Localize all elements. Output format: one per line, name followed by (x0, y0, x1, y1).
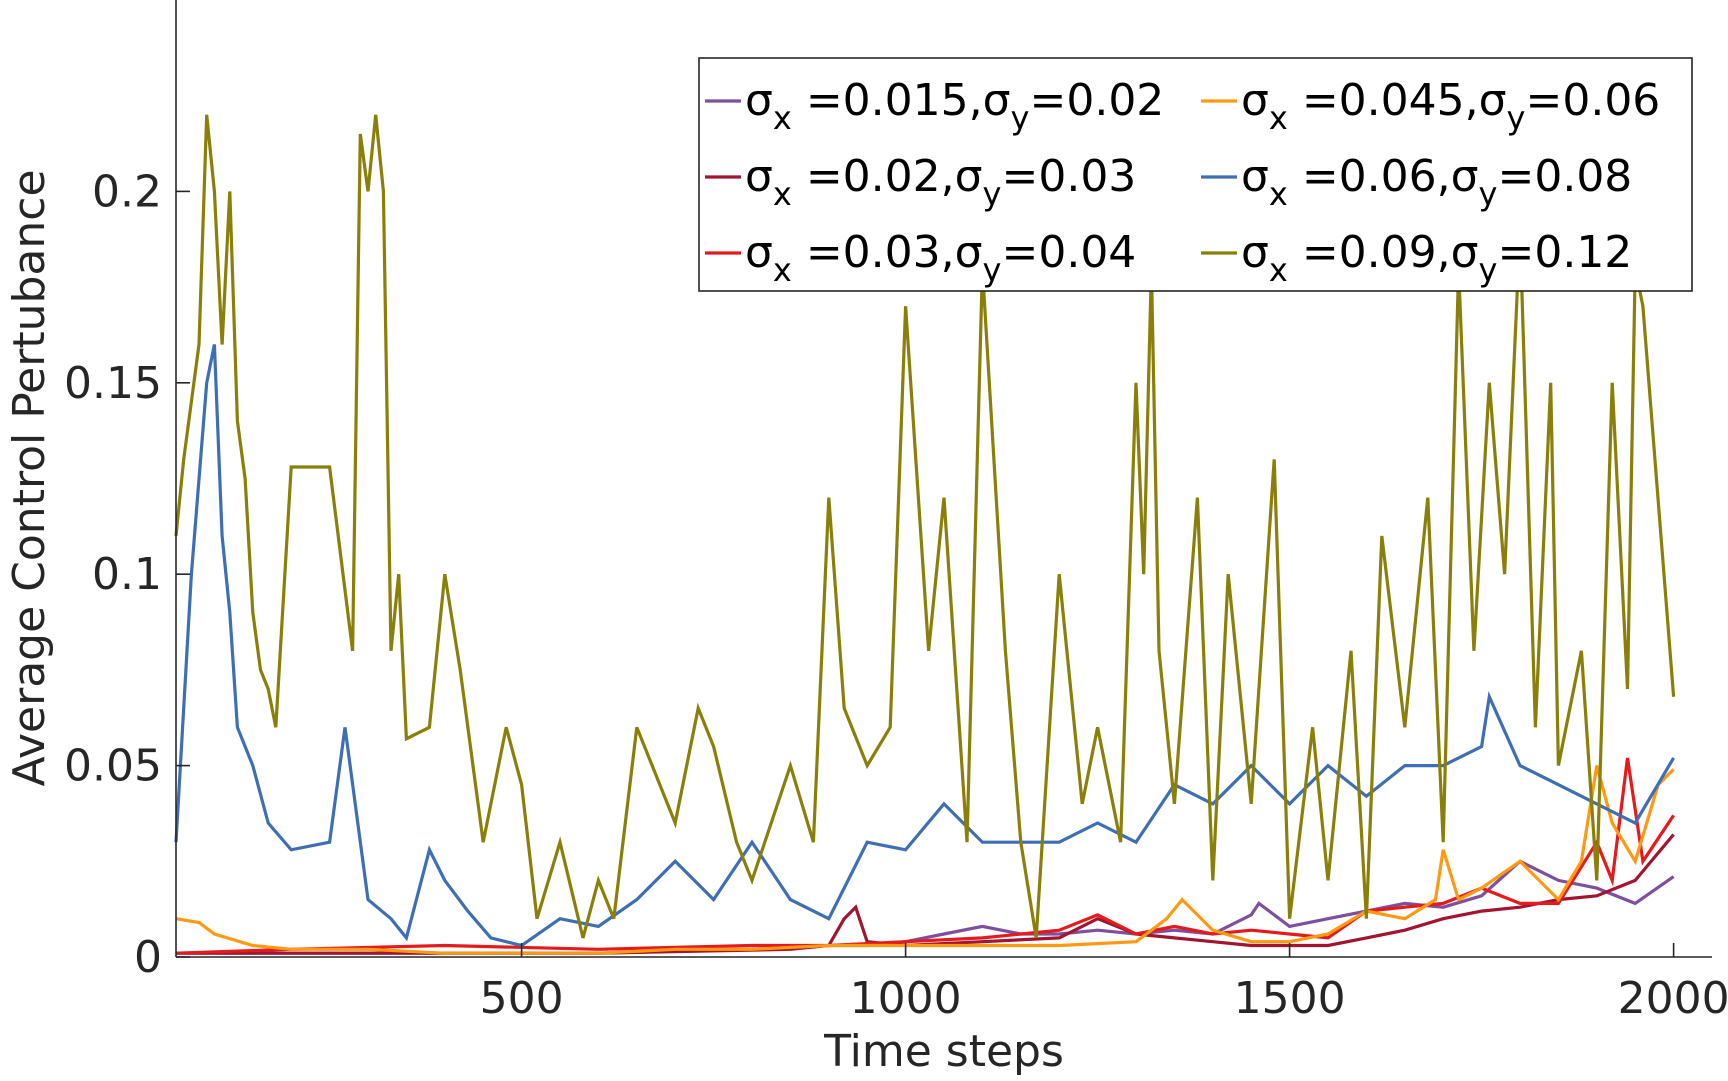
legend-sigma: σ (745, 151, 773, 202)
legend-sy-value: =0.03 (1001, 151, 1136, 202)
legend-sub-y: y (1011, 99, 1030, 137)
legend-sy-value: =0.12 (1497, 227, 1632, 278)
legend-label-5: σx =0.06,σy=0.08 (1241, 151, 1632, 213)
x-tick-label: 1000 (850, 973, 962, 1024)
x-tick-label: 2000 (1618, 973, 1728, 1024)
series-line-4 (175, 765, 1675, 955)
legend-sigma: σ (955, 227, 983, 278)
legend-sx-value: =0.02, (792, 151, 955, 202)
legend-sub-x: x (1269, 251, 1288, 289)
y-tick-label: 0.15 (64, 358, 162, 409)
legend-sub-y: y (1507, 99, 1526, 137)
legend-label-4: σx =0.045,σy=0.06 (1241, 75, 1660, 137)
series-line-5 (174, 344, 1675, 948)
y-tick-label: 0.05 (64, 741, 162, 792)
legend-label-2: σx =0.02,σy=0.03 (745, 151, 1136, 213)
legend-sigma: σ (745, 227, 773, 278)
legend-box (698, 57, 1693, 292)
legend-sigma: σ (1479, 75, 1507, 126)
legend-sx-value: =0.09, (1288, 227, 1451, 278)
series-layer (174, 114, 1676, 955)
y-ticks: 0 0.05 0.1 0.15 0.2 (64, 166, 190, 983)
legend-label-1: σx =0.015,σy=0.02 (745, 75, 1164, 137)
y-axis-title: Average Control Pertubance (4, 169, 55, 786)
legend-sub-x: x (773, 175, 792, 213)
legend-sx-value: =0.06, (1288, 151, 1451, 202)
legend-sigma: σ (745, 75, 773, 126)
y-tick-label: 0.2 (92, 166, 162, 217)
x-tick-label: 1500 (1234, 973, 1346, 1024)
legend-label-6: σx =0.09,σy=0.12 (1241, 227, 1632, 289)
legend-sigma: σ (1451, 151, 1479, 202)
legend-sx-value: =0.03, (792, 227, 955, 278)
legend-label-3: σx =0.03,σy=0.04 (745, 227, 1136, 289)
legend-sigma: σ (955, 151, 983, 202)
series-line-6 (174, 114, 1676, 939)
legend-sx-value: =0.045, (1288, 75, 1479, 126)
legend-sub-x: x (773, 251, 792, 289)
legend-sy-value: =0.04 (1001, 227, 1136, 278)
legend-sx-value: =0.015, (792, 75, 983, 126)
legend-sub-y: y (983, 251, 1002, 289)
legend-sigma: σ (1241, 151, 1269, 202)
legend-sigma: σ (983, 75, 1011, 126)
x-axis-title: Time steps (823, 1026, 1064, 1077)
legend-sub-y: y (1479, 175, 1498, 213)
series-line-3 (175, 757, 1675, 955)
legend-sy-value: =0.08 (1497, 151, 1632, 202)
series-line-2 (176, 833, 1675, 955)
legend-sy-value: =0.02 (1029, 75, 1164, 126)
legend-sub-x: x (1269, 175, 1288, 213)
legend-sub-y: y (1479, 251, 1498, 289)
x-ticks: 500 1000 1500 2000 (480, 943, 1728, 1024)
legend-sigma: σ (1241, 227, 1269, 278)
y-tick-label: 0.1 (92, 549, 162, 600)
legend-sigma: σ (1241, 75, 1269, 126)
legend-sub-x: x (1269, 99, 1288, 137)
legend-sub-x: x (773, 99, 792, 137)
x-tick-label: 500 (480, 973, 564, 1024)
y-tick-label: 0 (134, 932, 162, 983)
legend-sy-value: =0.06 (1525, 75, 1660, 126)
legend-sub-y: y (983, 175, 1002, 213)
legend-sigma: σ (1451, 227, 1479, 278)
